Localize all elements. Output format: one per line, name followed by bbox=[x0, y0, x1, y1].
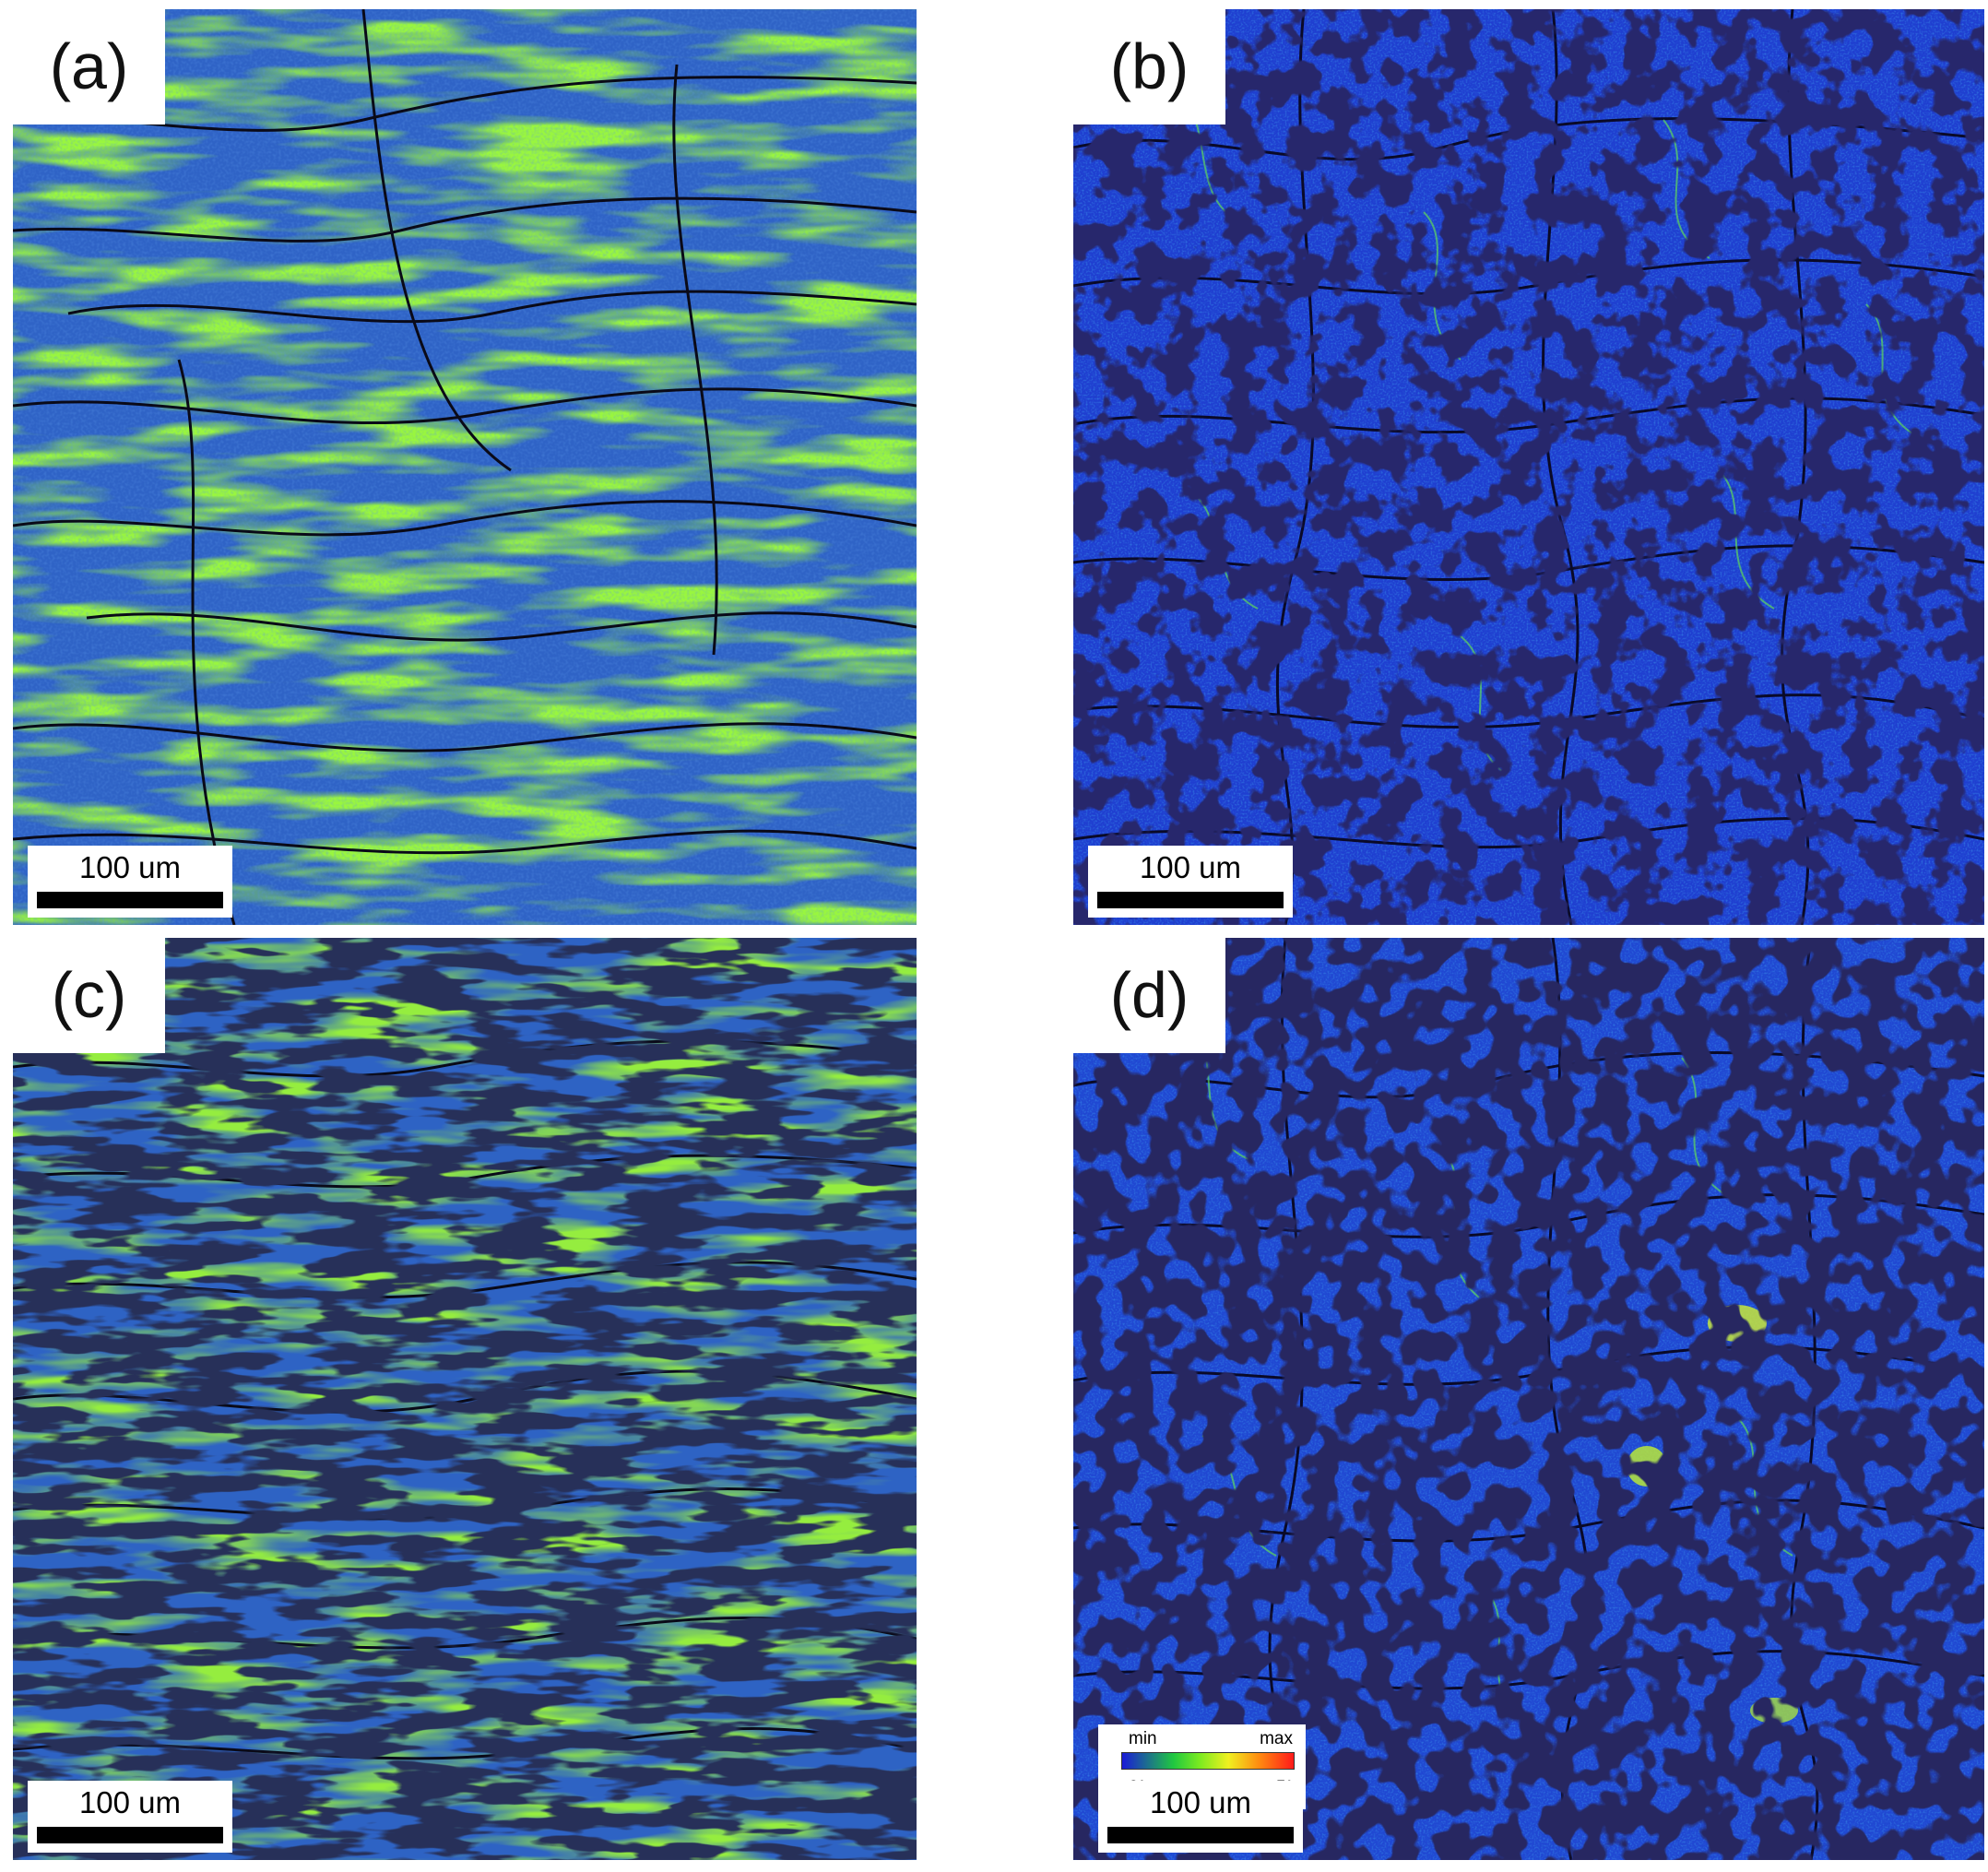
panel-a: (a) 100 um bbox=[13, 9, 917, 925]
panel-label: (c) bbox=[13, 938, 165, 1053]
misorientation-map-c bbox=[13, 938, 917, 1860]
scale-bar: 100 um bbox=[1088, 846, 1293, 918]
panel-c: (c) 100 um bbox=[13, 938, 917, 1860]
scale-bar: 100 um bbox=[28, 1781, 232, 1853]
scale-bar-label: 100 um bbox=[78, 1785, 182, 1819]
misorientation-map-d bbox=[1073, 938, 1984, 1860]
panel-label: (b) bbox=[1073, 9, 1225, 124]
scale-bar-line bbox=[1097, 892, 1284, 908]
legend-min-label: min bbox=[1129, 1729, 1157, 1748]
misorientation-map-b bbox=[1073, 9, 1984, 925]
scale-bar-label: 100 um bbox=[1149, 1785, 1252, 1819]
scale-bar-label: 100 um bbox=[1139, 850, 1242, 884]
panel-b: (b) 100 um bbox=[1073, 9, 1984, 925]
scale-bar-line bbox=[1107, 1827, 1294, 1843]
panel-label: (d) bbox=[1073, 938, 1225, 1053]
scale-bar: 100 um bbox=[1098, 1781, 1303, 1853]
legend-gradient-bar bbox=[1121, 1752, 1295, 1770]
scale-bar-line bbox=[37, 1827, 223, 1843]
panel-label: (a) bbox=[13, 9, 165, 124]
legend-max-label: max bbox=[1260, 1729, 1293, 1748]
grain-boundaries bbox=[13, 9, 917, 925]
scale-bar-line bbox=[37, 892, 223, 908]
scale-bar-label: 100 um bbox=[78, 850, 182, 884]
panel-d: (d) min max 0° 5° 100 um bbox=[1073, 938, 1984, 1860]
misorientation-map-a bbox=[13, 9, 917, 925]
scale-bar: 100 um bbox=[28, 846, 232, 918]
